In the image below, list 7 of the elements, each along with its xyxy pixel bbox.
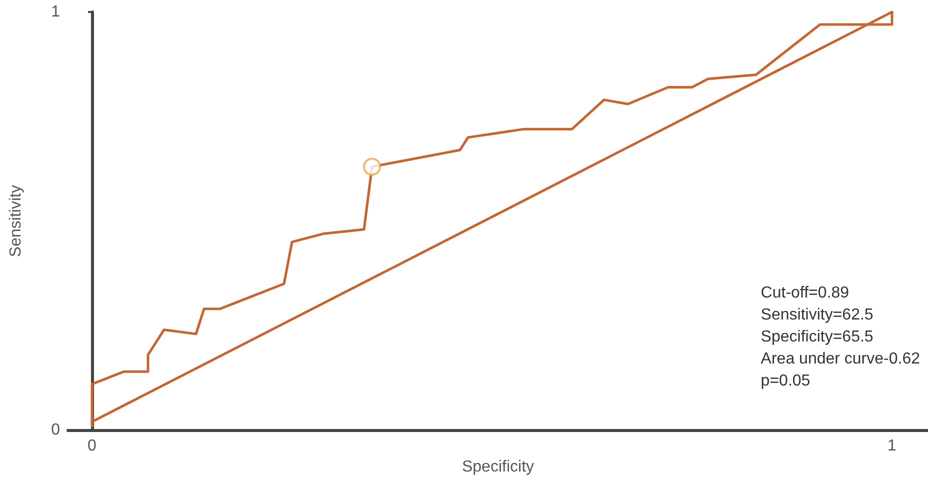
- annotation: Area under curve-0.62: [760, 350, 920, 368]
- x-axis-title: Specificity: [462, 458, 534, 476]
- y-axis-title: Sensitivity: [8, 185, 24, 258]
- annotation: Sensitivity=62.5: [760, 306, 874, 324]
- annotation: p=0.05: [760, 372, 810, 390]
- annotation: Specificity=65.5: [760, 328, 874, 346]
- annotation: Cut-off=0.89: [760, 284, 850, 302]
